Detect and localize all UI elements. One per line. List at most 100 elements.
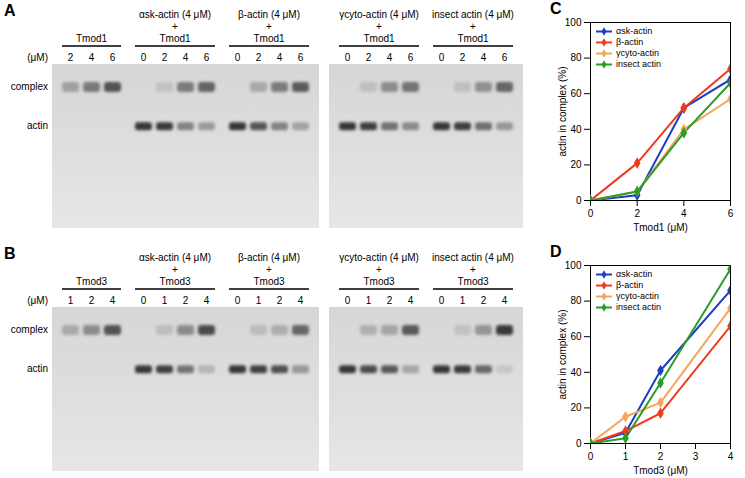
svg-text:60: 60 (570, 331, 582, 342)
svg-text:β-actin (4 μM): β-actin (4 μM) (238, 9, 300, 20)
svg-text:4: 4 (728, 451, 734, 462)
svg-text:0: 0 (588, 451, 594, 462)
svg-text:actin: actin (27, 363, 48, 374)
svg-text:+: + (266, 21, 272, 32)
svg-text:0: 0 (141, 52, 147, 63)
svg-text:αsk-actin (4 μM): αsk-actin (4 μM) (139, 9, 211, 20)
svg-text:insect actin (4 μM): insect actin (4 μM) (432, 9, 514, 20)
svg-text:A: A (4, 2, 16, 19)
svg-text:6: 6 (728, 208, 734, 219)
svg-text:4: 4 (204, 295, 210, 306)
svg-text:80: 80 (570, 295, 582, 306)
svg-text:(μM): (μM) (27, 295, 48, 306)
svg-text:2: 2 (460, 52, 466, 63)
svg-text:+: + (470, 21, 476, 32)
svg-text:Tmod3: Tmod3 (76, 276, 108, 287)
html-text:C: C (550, 0, 562, 17)
svg-text:4: 4 (110, 295, 116, 306)
svg-text:complex: complex (11, 81, 48, 92)
svg-text:6: 6 (298, 52, 304, 63)
svg-text:0: 0 (576, 438, 582, 449)
svg-text:2: 2 (366, 52, 372, 63)
svg-text:2: 2 (89, 295, 95, 306)
svg-text:Tmod1: Tmod1 (253, 33, 285, 44)
svg-text:Tmod1: Tmod1 (363, 33, 395, 44)
svg-text:αsk-actin (4 μM): αsk-actin (4 μM) (139, 252, 211, 263)
svg-text:100: 100 (565, 260, 582, 271)
svg-text:4: 4 (277, 52, 283, 63)
svg-text:+: + (376, 264, 382, 275)
svg-text:1: 1 (366, 295, 372, 306)
svg-text:Tmod1 (μM): Tmod1 (μM) (633, 222, 688, 233)
html-text:αsk-actin: αsk-actin (616, 26, 653, 36)
svg-text:2: 2 (634, 208, 640, 219)
svg-text:6: 6 (204, 52, 210, 63)
svg-text:6: 6 (502, 52, 508, 63)
svg-text:0: 0 (345, 52, 351, 63)
svg-text:3: 3 (693, 451, 699, 462)
svg-text:20: 20 (570, 159, 582, 170)
svg-text:2: 2 (183, 295, 189, 306)
svg-text:1: 1 (256, 295, 262, 306)
svg-text:40: 40 (570, 124, 582, 135)
svg-text:4: 4 (298, 295, 304, 306)
svg-text:Tmod1: Tmod1 (457, 33, 489, 44)
svg-text:0: 0 (439, 295, 445, 306)
svg-text:2: 2 (658, 451, 664, 462)
svg-text:4: 4 (387, 52, 393, 63)
svg-text:β-actin (4 μM): β-actin (4 μM) (238, 252, 300, 263)
svg-text:1: 1 (460, 295, 466, 306)
svg-text:+: + (172, 21, 178, 32)
svg-text:0: 0 (576, 195, 582, 206)
svg-text:(μM): (μM) (27, 52, 48, 63)
svg-text:4: 4 (481, 52, 487, 63)
svg-text:Tmod3: Tmod3 (363, 276, 395, 287)
svg-text:1: 1 (68, 295, 74, 306)
svg-text:insect actin (4 μM): insect actin (4 μM) (432, 252, 514, 263)
svg-text:B: B (4, 245, 16, 262)
svg-text:4: 4 (681, 208, 687, 219)
svg-text:4: 4 (408, 295, 414, 306)
svg-text:4: 4 (89, 52, 95, 63)
svg-text:4: 4 (502, 295, 508, 306)
svg-text:2: 2 (162, 52, 168, 63)
svg-text:Tmod3: Tmod3 (457, 276, 489, 287)
svg-text:2: 2 (481, 295, 487, 306)
svg-text:80: 80 (570, 52, 582, 63)
svg-text:Tmod3: Tmod3 (253, 276, 285, 287)
svg-text:6: 6 (408, 52, 414, 63)
svg-text:Tmod3 (μM): Tmod3 (μM) (633, 465, 688, 476)
svg-text:0: 0 (141, 295, 147, 306)
svg-text:actin in complex (%): actin in complex (%) (557, 66, 568, 156)
svg-text:0: 0 (439, 52, 445, 63)
svg-text:40: 40 (570, 367, 582, 378)
svg-text:2: 2 (68, 52, 74, 63)
svg-text:2: 2 (277, 295, 283, 306)
svg-text:Tmod1: Tmod1 (159, 33, 191, 44)
svg-text:4: 4 (183, 52, 189, 63)
svg-text:0: 0 (235, 52, 241, 63)
svg-text:+: + (172, 264, 178, 275)
svg-text:6: 6 (110, 52, 116, 63)
svg-text:actin in complex (%): actin in complex (%) (557, 309, 568, 399)
svg-text:20: 20 (570, 402, 582, 413)
svg-text:complex: complex (11, 324, 48, 335)
svg-text:0: 0 (588, 208, 594, 219)
svg-text:1: 1 (623, 451, 629, 462)
svg-text:60: 60 (570, 88, 582, 99)
svg-text:0: 0 (345, 295, 351, 306)
svg-text:1: 1 (162, 295, 168, 306)
svg-text:actin: actin (27, 120, 48, 131)
html-text:D: D (550, 243, 562, 260)
svg-text:100: 100 (565, 17, 582, 28)
svg-text:Tmod1: Tmod1 (76, 33, 108, 44)
svg-text:+: + (470, 264, 476, 275)
svg-text:2: 2 (387, 295, 393, 306)
svg-text:Tmod3: Tmod3 (159, 276, 191, 287)
svg-text:+: + (266, 264, 272, 275)
svg-text:0: 0 (235, 295, 241, 306)
svg-text:+: + (376, 21, 382, 32)
svg-text:γcyto-actin (4 μM): γcyto-actin (4 μM) (339, 9, 419, 20)
svg-text:γcyto-actin (4 μM): γcyto-actin (4 μM) (339, 252, 419, 263)
svg-text:2: 2 (256, 52, 262, 63)
